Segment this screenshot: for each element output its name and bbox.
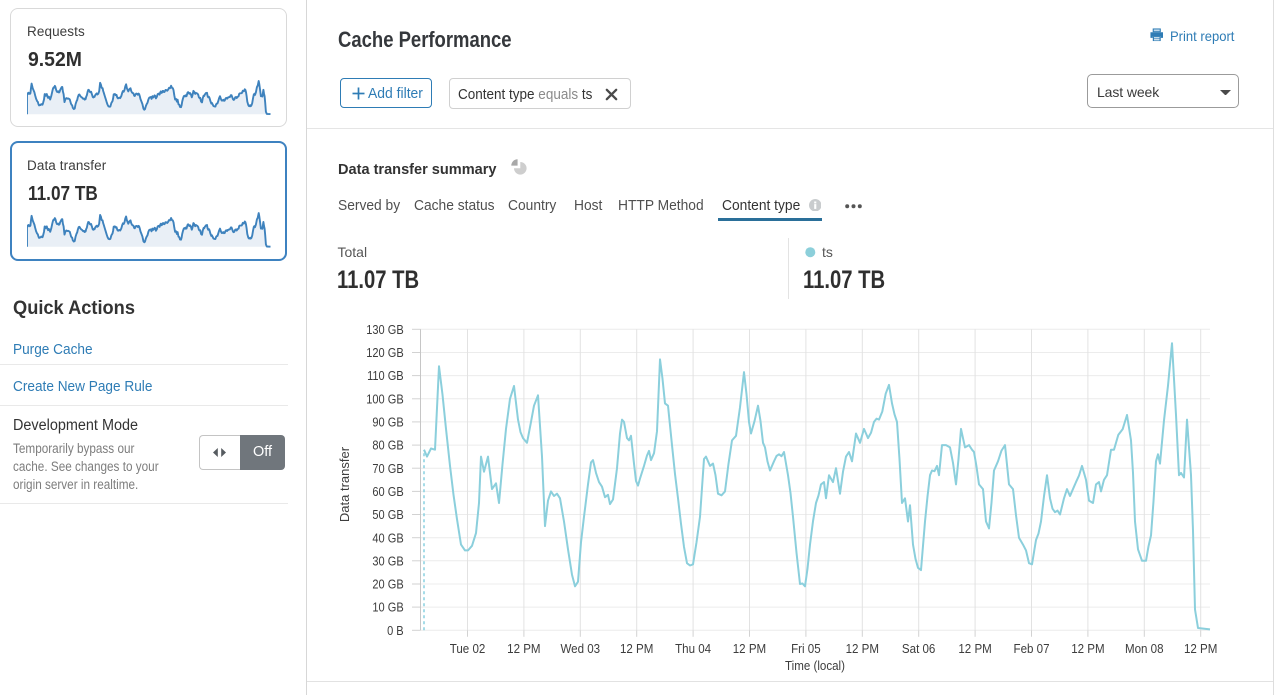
svg-text:100 GB: 100 GB (366, 392, 403, 407)
svg-text:120 GB: 120 GB (366, 345, 403, 360)
svg-text:80 GB: 80 GB (372, 438, 403, 453)
svg-text:Thu 04: Thu 04 (675, 641, 711, 656)
svg-text:10 GB: 10 GB (372, 600, 403, 615)
svg-text:Fri 05: Fri 05 (791, 641, 821, 656)
svg-text:Data transfer: Data transfer (337, 446, 352, 522)
svg-text:0 B: 0 B (387, 623, 404, 638)
svg-text:30 GB: 30 GB (372, 554, 403, 569)
svg-text:50 GB: 50 GB (372, 507, 403, 522)
svg-text:12 PM: 12 PM (620, 641, 653, 656)
svg-text:12 PM: 12 PM (846, 641, 879, 656)
svg-text:Tue 02: Tue 02 (450, 641, 486, 656)
svg-text:130 GB: 130 GB (366, 322, 403, 337)
svg-text:110 GB: 110 GB (367, 368, 404, 383)
svg-text:12 PM: 12 PM (958, 641, 991, 656)
svg-text:12 PM: 12 PM (1184, 641, 1217, 656)
svg-text:12 PM: 12 PM (507, 641, 540, 656)
svg-text:60 GB: 60 GB (372, 484, 403, 499)
svg-text:90 GB: 90 GB (372, 415, 403, 430)
svg-text:Time (local): Time (local) (785, 658, 845, 673)
svg-text:70 GB: 70 GB (372, 461, 403, 476)
svg-text:20 GB: 20 GB (372, 577, 403, 592)
svg-text:12 PM: 12 PM (733, 641, 766, 656)
svg-text:12 PM: 12 PM (1071, 641, 1104, 656)
svg-text:Feb 07: Feb 07 (1014, 641, 1050, 656)
svg-text:40 GB: 40 GB (372, 530, 403, 545)
svg-text:Sat 06: Sat 06 (902, 641, 936, 656)
svg-text:Wed 03: Wed 03 (560, 641, 600, 656)
svg-text:Mon 08: Mon 08 (1125, 641, 1164, 656)
